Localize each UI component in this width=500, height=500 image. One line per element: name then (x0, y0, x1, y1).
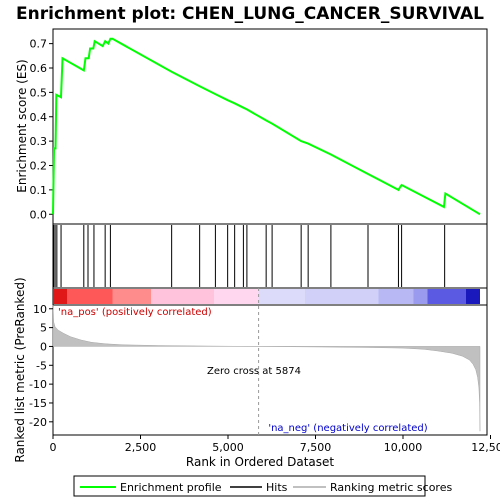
metric-y-ticks: 10 5 0 -5 -10 -15 -20 (29, 303, 53, 429)
es-y-tick-label: 0.5 (30, 86, 48, 99)
ranking-metric-area (52, 304, 481, 432)
legend: Enrichment profile Hits Ranking metric s… (73, 475, 452, 497)
x-axis-ticks: 0 2,500 5,000 7,500 10,000 12,500 (50, 435, 500, 454)
metric-panel-frame (52, 304, 488, 436)
negative-label: 'na_neg' (negatively correlated) (268, 423, 427, 434)
x-axis-label: Rank in Ordered Dataset (186, 455, 334, 469)
colorbar-segment (214, 289, 259, 304)
hits-panel-frame (52, 223, 488, 289)
hit-lines (53, 225, 446, 287)
legend-label-ranking-metric: Ranking metric scores (330, 481, 452, 494)
chart-title: Enrichment plot: CHEN_LUNG_CANCER_SURVIV… (16, 4, 484, 24)
colorbar-segment (67, 289, 113, 304)
metric-panel: 10 5 0 -5 -10 -15 -20 'na_pos' (positively cor… (13, 277, 488, 463)
x-tick-label: 12,500 (471, 441, 500, 454)
metric-y-tick-label: -20 (29, 416, 47, 429)
colorbar-segments (53, 289, 480, 304)
metric-y-tick-label: 0 (40, 340, 47, 353)
es-y-tick-label: 0.1 (30, 184, 48, 197)
metric-y-tick-label: 5 (40, 322, 47, 335)
metric-y-tick-label: 10 (33, 303, 47, 316)
colorbar-segment (413, 289, 428, 304)
colorbar-segment (427, 289, 466, 304)
es-y-tick-label: 0.3 (30, 135, 48, 148)
legend-box (73, 475, 426, 497)
x-tick-label: 10,000 (384, 441, 423, 454)
positive-label: 'na_pos' (positively correlated) (58, 307, 212, 318)
x-tick-label: 2,500 (125, 441, 157, 454)
legend-label-hits: Hits (266, 481, 288, 494)
x-tick-label: 5,000 (212, 441, 244, 454)
legend-label-enrichment-profile: Enrichment profile (120, 481, 222, 494)
es-y-axis-label: Enrichment score (ES) (15, 59, 29, 192)
es-y-tick-label: 0.4 (30, 111, 48, 124)
metric-y-tick-label: -5 (36, 359, 47, 372)
colorbar-segment (258, 289, 305, 304)
es-panel: 0.0 0.1 0.2 0.3 0.4 0.5 0.6 0.7 Enrichment scor… (15, 28, 488, 225)
colorbar-segment (466, 289, 480, 304)
colorbar-segment (53, 289, 67, 304)
es-y-tick-label: 0.0 (30, 208, 48, 221)
hits-panel (52, 223, 488, 289)
colorbar-segment (112, 289, 151, 304)
rank-colorbar (52, 287, 488, 306)
colorbar-segment (305, 289, 379, 304)
metric-y-tick-label: -10 (29, 378, 47, 391)
es-y-ticks: 0.0 0.1 0.2 0.3 0.4 0.5 0.6 0.7 (30, 38, 53, 221)
es-y-tick-label: 0.7 (30, 38, 48, 51)
x-tick-label: 0 (50, 441, 57, 454)
es-y-tick-label: 0.6 (30, 62, 48, 75)
es-y-tick-label: 0.2 (30, 160, 48, 173)
metric-y-axis-label: Ranked list metric (PreRanked) (13, 277, 27, 462)
metric-y-tick-label: -15 (29, 397, 47, 410)
enrichment-profile-line (52, 37, 481, 216)
zero-cross-label: Zero cross at 5874 (207, 366, 301, 377)
colorbar-segment (378, 289, 414, 304)
x-tick-label: 7,500 (300, 441, 332, 454)
colorbar-segment (151, 289, 214, 304)
